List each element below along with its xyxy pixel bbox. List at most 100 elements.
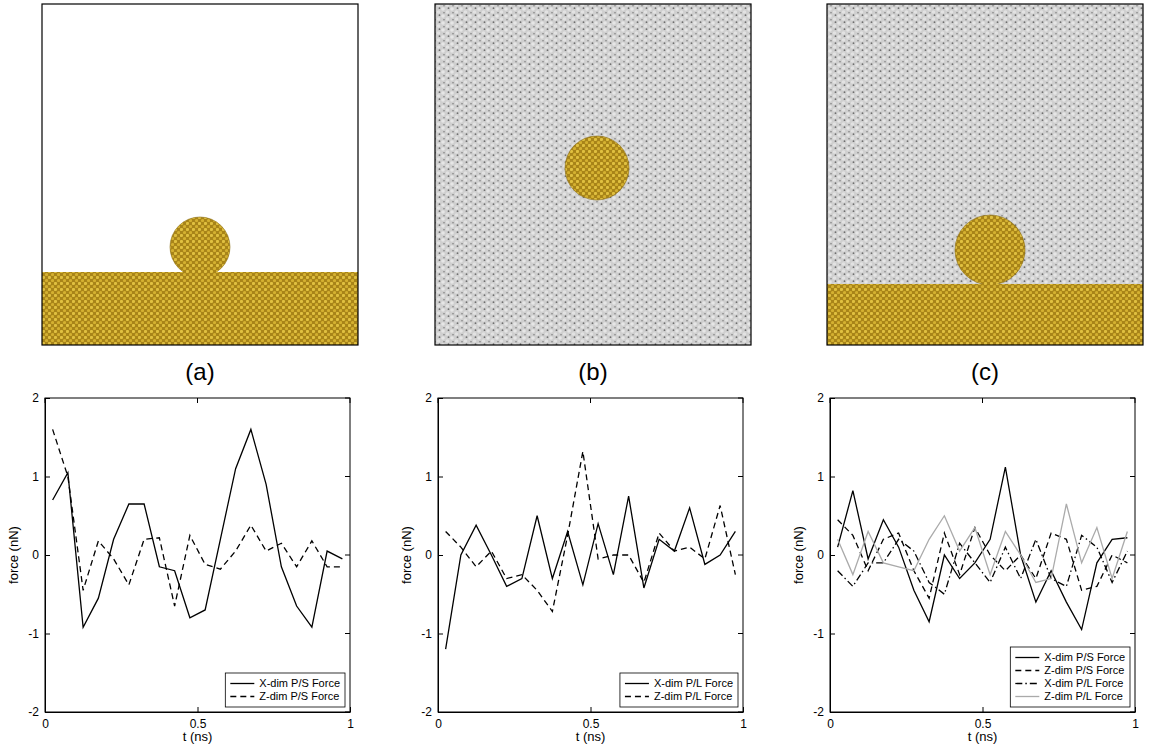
plot-frame <box>45 398 350 712</box>
x-tick-mark-top <box>982 398 983 403</box>
y-tick-mark <box>45 634 50 635</box>
x-tick-mark <box>198 707 199 712</box>
x-axis-title: t (ns) <box>576 729 606 744</box>
particle <box>955 215 1025 285</box>
legend-swatch <box>230 696 254 697</box>
plot-area <box>838 467 1128 629</box>
series-line <box>446 496 736 649</box>
x-tick: 1 <box>740 707 747 731</box>
y-tick-mark <box>438 477 443 478</box>
legend-label: X-dim P/L Force <box>1044 677 1123 689</box>
snapshot <box>435 4 751 345</box>
y-tick-label: -2 <box>28 705 39 719</box>
legend-swatch <box>1015 670 1039 671</box>
legend-label: X-dim P/S Force <box>1044 651 1125 663</box>
y-axis: -2-1012 <box>813 391 835 719</box>
legend-item: Z-dim P/L Force <box>1015 690 1122 702</box>
chart: 00.51-2-1012t (ns)force (nN)X-dim P/S Fo… <box>791 391 1139 744</box>
x-axis-title: t (ns) <box>183 729 213 744</box>
snapshot-content <box>42 4 358 345</box>
y-tick: -1 <box>813 627 835 641</box>
legend-label: Z-dim P/S Force <box>259 690 339 702</box>
snapshot-content <box>435 4 751 345</box>
legend-swatch <box>625 683 649 684</box>
x-tick-mark <box>983 707 984 712</box>
legend-item: X-dim P/L Force <box>625 677 733 689</box>
y-tick-label: -1 <box>28 627 39 641</box>
y-tick-mark-right <box>738 633 743 634</box>
series-line <box>838 535 1128 594</box>
y-axis-title: force (nN) <box>399 526 414 584</box>
plot-area <box>53 429 343 627</box>
legend: X-dim P/S ForceZ-dim P/S Force <box>225 673 345 707</box>
legend-item: X-dim P/L Force <box>1015 677 1123 689</box>
legend-swatch <box>1015 683 1039 684</box>
y-tick-mark <box>45 477 50 478</box>
y-tick-mark <box>830 555 835 556</box>
x-tick-mark <box>591 707 592 712</box>
legend-label: X-dim P/S Force <box>259 677 340 689</box>
y-tick-mark-right <box>345 476 350 477</box>
snapshot-background <box>435 4 751 345</box>
y-tick: 1 <box>817 470 835 484</box>
legend-swatch <box>1015 657 1039 658</box>
panel-label: (b) <box>578 358 607 385</box>
snapshot-background <box>827 4 1143 345</box>
series-line <box>53 429 343 606</box>
legend-swatch <box>1015 696 1039 697</box>
y-tick-label: 1 <box>817 470 824 484</box>
legend: X-dim P/L ForceZ-dim P/L Force <box>620 673 738 707</box>
snapshot-background <box>42 4 358 345</box>
y-axis-title: force (nN) <box>791 526 806 584</box>
y-tick-mark-right <box>1130 476 1135 477</box>
x-tick: 1 <box>347 707 354 731</box>
plot-area <box>446 451 736 649</box>
snapshot-frame <box>435 4 751 345</box>
plot-background <box>830 398 1135 712</box>
panel-label: (c) <box>971 358 999 385</box>
substrate <box>42 272 358 345</box>
legend-item: Z-dim P/S Force <box>1015 664 1124 676</box>
x-tick-label: 1 <box>347 717 354 731</box>
plot-frame <box>438 398 743 712</box>
snapshot-frame <box>827 4 1143 345</box>
legend-label: X-dim P/L Force <box>654 677 733 689</box>
chart: 00.51-2-1012t (ns)force (nN)X-dim P/L Fo… <box>399 391 747 744</box>
series-line <box>53 429 343 627</box>
y-tick-mark <box>438 634 443 635</box>
snapshot-content <box>827 4 1143 345</box>
y-tick-label: 1 <box>425 470 432 484</box>
y-tick: -1 <box>28 627 50 641</box>
y-tick-label: 0 <box>817 548 824 562</box>
legend-item: Z-dim P/S Force <box>230 690 339 702</box>
x-tick: 0.5 <box>975 707 992 731</box>
y-tick-mark <box>830 477 835 478</box>
x-tick: 1 <box>1132 707 1139 731</box>
legend-item: X-dim P/S Force <box>1015 651 1125 663</box>
x-tick-label: 0 <box>827 717 834 731</box>
legend-label: Z-dim P/L Force <box>654 690 732 702</box>
panel-label: (a) <box>185 358 214 385</box>
figure: (a) 0 0.5 1 -2 -1 0 1 2 t (ns) force (nN) X-dim P/S… <box>0 0 1149 753</box>
y-tick-mark-right <box>1130 633 1135 634</box>
legend-box <box>1010 647 1130 707</box>
plot-frame <box>830 398 1135 712</box>
particle <box>565 136 629 200</box>
y-tick-mark-right <box>1130 555 1135 556</box>
legend-box <box>620 673 738 707</box>
y-tick-label: 0 <box>425 548 432 562</box>
y-tick-mark-right <box>738 555 743 556</box>
legend-swatch <box>230 683 254 684</box>
particle <box>170 217 230 277</box>
snapshot <box>42 4 358 345</box>
y-tick-mark-right <box>738 476 743 477</box>
y-tick-label: 2 <box>32 391 39 405</box>
y-axis: -2-1012 <box>28 391 50 719</box>
y-tick-mark <box>45 555 50 556</box>
plot-background <box>45 398 350 712</box>
series-line <box>446 451 736 611</box>
legend-item: X-dim P/S Force <box>230 677 340 689</box>
legend-item: Z-dim P/L Force <box>625 690 732 702</box>
x-tick-label: 1 <box>1132 717 1139 731</box>
y-tick-label: 2 <box>425 391 432 405</box>
